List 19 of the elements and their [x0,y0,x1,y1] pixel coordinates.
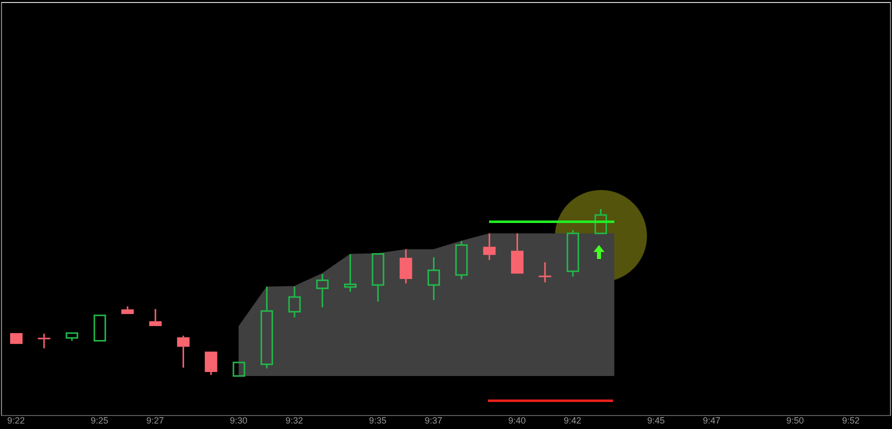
x-tick-label: 9:35 [368,415,386,426]
candlestick [177,335,190,368]
x-tick-label: 9:50 [786,415,804,426]
x-tick-label: 9:37 [424,415,442,426]
x-tick-label: 9:25 [90,415,108,426]
x-tick-label: 9:30 [230,415,248,426]
x-tick-label: 9:32 [285,415,303,426]
x-tick-label: 9:45 [647,415,665,426]
x-tick-label: 9:47 [702,415,720,426]
candlestick [428,256,440,301]
candlestick [400,248,412,284]
x-tick-label: 9:40 [508,415,526,426]
candlestick [538,262,552,284]
candlestick [38,333,50,350]
x-tick-label: 9:52 [842,415,860,426]
x-tick-label: 9:22 [7,415,25,426]
candlestick [483,232,496,261]
x-tick-label: 9:27 [146,415,164,426]
x-tick-label: 9:42 [564,415,582,426]
